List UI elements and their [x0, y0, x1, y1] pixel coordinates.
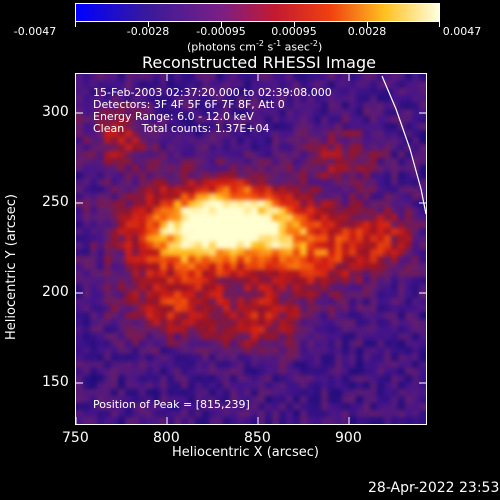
y-tick-label: 150: [42, 374, 69, 390]
y-axis-label: Heliocentric Y (arcsec): [4, 194, 19, 340]
plot-area: 15-Feb-2003 02:37:20.000 to 02:39:08.000…: [75, 73, 427, 425]
colorbar-tick-label: -0.0028: [126, 25, 170, 38]
x-tick-label: 750: [62, 430, 89, 446]
colorbar-tick: [439, 22, 440, 27]
colorbar-tick: [75, 22, 76, 27]
x-tick-label: 800: [153, 430, 180, 446]
x-tick-label: 900: [335, 430, 362, 446]
colorbar-tick-label: -0.0047: [13, 25, 57, 38]
colorbar: [75, 3, 440, 22]
colorbar-tick-label: 0.0047: [442, 25, 482, 38]
colorbar-tick-label: -0.00095: [196, 25, 246, 38]
colorbar-tick: [367, 22, 368, 27]
y-tick-label: 250: [42, 194, 69, 210]
x-axis-label: Heliocentric X (arcsec): [172, 445, 319, 460]
plot-title: Reconstructed RHESSI Image: [142, 53, 376, 72]
annotation-clean-counts: Clean Total counts: 1.37E+04: [93, 122, 270, 135]
colorbar-tick: [221, 22, 222, 27]
colorbar-tick-label: 0.0028: [347, 25, 387, 38]
solar-limb-line: [381, 75, 426, 215]
annotation-peak-position: Position of Peak = [815,239]: [93, 398, 250, 411]
colorbar-tick-label: 0.00095: [271, 25, 317, 38]
plot-timestamp: 28-Apr-2022 23:53: [368, 480, 500, 496]
heatmap-image: [76, 74, 426, 424]
y-tick-label: 300: [42, 104, 69, 120]
axis-ticks: [75, 73, 427, 425]
y-tick-label: 200: [42, 284, 69, 300]
x-tick-label: 850: [244, 430, 271, 446]
colorbar-units: (photons cm-2 s-1 asec-2): [187, 39, 323, 54]
annotation-energy-range: Energy Range: 6.0 - 12.0 keV: [93, 110, 254, 123]
colorbar-tick: [294, 22, 295, 27]
colorbar-tick: [148, 22, 149, 27]
annotation-detectors: Detectors: 3F 4F 5F 6F 7F 8F, Att 0: [93, 98, 285, 111]
annotation-time-range: 15-Feb-2003 02:37:20.000 to 02:39:08.000: [93, 86, 332, 99]
